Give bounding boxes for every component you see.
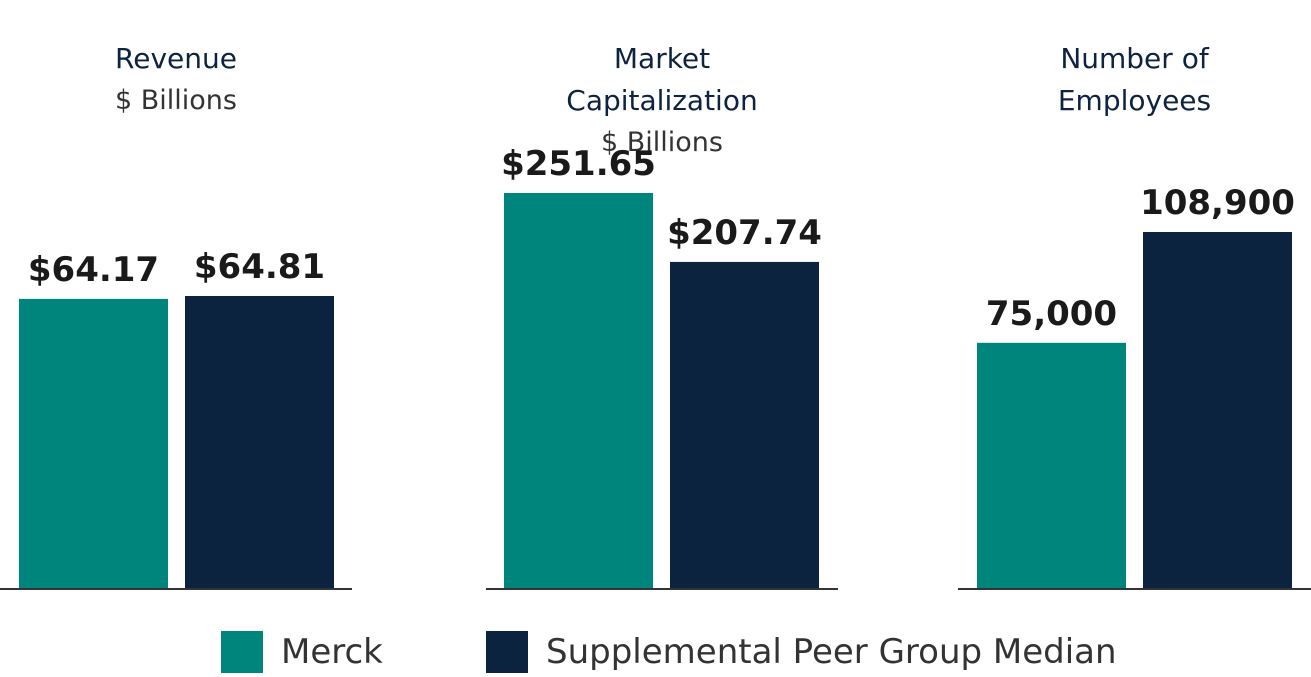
employees-panel: Number of Employees <box>958 0 1311 600</box>
market-cap-subtitle: $ Billions <box>601 127 723 158</box>
market-cap-bar-merck <box>504 193 653 588</box>
market-cap-title-block: Market Capitalization $ Billions <box>486 0 838 206</box>
employees-title: Number of Employees <box>1057 42 1212 117</box>
legend-peer-swatch <box>486 631 528 673</box>
legend-peer-label: Supplemental Peer Group Median <box>546 632 1117 672</box>
employees-title-block: Number of Employees <box>958 0 1311 122</box>
revenue-value-label-merck: $64.17 <box>28 250 159 290</box>
revenue-title: Revenue <box>115 42 237 75</box>
revenue-panel: Revenue $ Billions <box>0 0 352 600</box>
legend-merck-label: Merck <box>281 632 383 672</box>
revenue-bar-merck <box>19 298 168 588</box>
revenue-title-block: Revenue $ Billions <box>0 0 352 164</box>
employees-bar-merck <box>977 342 1126 588</box>
market-cap-value-label-merck: $251.65 <box>501 144 656 184</box>
legend-merck: Merck <box>221 628 383 676</box>
legend-peer: Supplemental Peer Group Median <box>486 628 1117 676</box>
market-cap-title: Market Capitalization <box>566 42 758 117</box>
revenue-value-label-peer: $64.81 <box>194 247 325 287</box>
legend-merck-swatch <box>221 631 263 673</box>
revenue-bar-peer <box>185 296 334 588</box>
market-cap-value-label-peer: $207.74 <box>667 213 822 253</box>
revenue-subtitle: $ Billions <box>115 85 237 116</box>
market-cap-panel: Market Capitalization $ Billions <box>486 0 838 600</box>
employees-value-label-peer: 108,900 <box>1140 183 1295 223</box>
employees-value-label-merck: 75,000 <box>986 294 1117 334</box>
market-cap-bar-peer <box>670 261 819 588</box>
employees-bar-peer <box>1143 232 1292 588</box>
